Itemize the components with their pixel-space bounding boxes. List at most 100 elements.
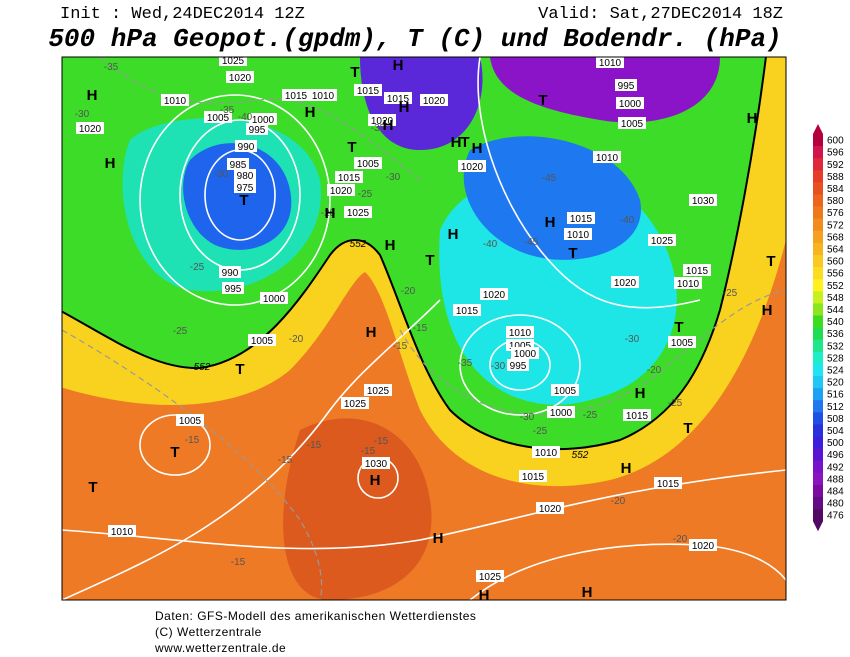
temperature-label: -25: [190, 262, 205, 273]
colorbar-tick-label: 484: [827, 486, 844, 497]
pressure-label-box: [76, 122, 104, 134]
pressure-label-box: [246, 123, 268, 135]
pressure-label-box: [260, 292, 288, 304]
pressure-system: T: [347, 139, 356, 156]
geopotential-label: 552: [194, 362, 211, 373]
pressure-label-box: [219, 266, 241, 278]
colorbar-tick-label: 520: [827, 378, 844, 389]
temperature-label: -25: [358, 189, 373, 200]
colorbar-tick-label: 508: [827, 414, 844, 425]
pressure-label: 1020: [371, 116, 394, 127]
pressure-system: H: [433, 530, 444, 547]
colorbar-cell: [813, 509, 823, 522]
pressure-system: H: [87, 87, 98, 104]
temperature-label: -40: [483, 239, 498, 250]
pressure-label-box: [364, 384, 392, 396]
colorbar-cell: [813, 472, 823, 486]
colorbar-cell: [813, 363, 823, 377]
pressure-label-box: [282, 89, 310, 101]
temperature-label: -40: [620, 215, 635, 226]
temperature-label: -20: [289, 334, 304, 345]
pressure-label: 1025: [344, 399, 367, 410]
temperature-label: -45: [542, 173, 557, 184]
pressure-system: H: [370, 472, 381, 489]
pressure-label: 1020: [330, 186, 353, 197]
pressure-label-box: [161, 94, 189, 106]
pressure-label-box: [689, 194, 717, 206]
geopotential-label: 552: [350, 239, 367, 250]
temperature-label: -15: [231, 557, 246, 568]
isobar: [469, 543, 786, 600]
geopotential-label: 552: [572, 450, 589, 461]
colorbar-tick-label: 568: [827, 232, 844, 243]
colorbar-cell: [813, 327, 823, 340]
pressure-label: 1005: [621, 119, 644, 130]
colorbar-cell: [813, 436, 823, 449]
colorbar-cell: [813, 424, 823, 437]
pressure-label: 1020: [614, 278, 637, 289]
hot-field: [283, 418, 432, 600]
colorbar-cell: [813, 146, 823, 159]
pressure-label: 1015: [686, 266, 709, 277]
pressure-system: T: [170, 444, 179, 461]
footer-line: Daten: GFS-Modell des amerikanischen Wet…: [155, 609, 476, 623]
pressure-label-box: [234, 181, 256, 193]
colorbar-tick-label: 512: [827, 402, 844, 413]
pressure-label: 980: [237, 171, 254, 182]
colorbar-tick-label: 516: [827, 390, 844, 401]
pressure-label: 1005: [554, 386, 577, 397]
pressure-label: 985: [230, 160, 247, 171]
pressure-label: 995: [618, 81, 635, 92]
pressure-label-box: [618, 117, 646, 129]
isotherm: [99, 57, 421, 181]
pressure-system: H: [305, 104, 316, 121]
pressure-label-box: [384, 92, 412, 104]
temperature-label: -15: [413, 323, 428, 334]
colorbar-tick-label: 500: [827, 438, 844, 449]
pressure-label: 1005: [207, 113, 230, 124]
colorbar-tick-label: 544: [827, 305, 844, 316]
temperature-label: -20: [401, 286, 416, 297]
pressure-system: H: [479, 587, 490, 604]
pressure-system: T: [88, 479, 97, 496]
pressure-label: 1010: [677, 279, 700, 290]
pressure-system: H: [385, 237, 396, 254]
isobar: [62, 299, 441, 600]
pressure-label: 1030: [365, 459, 388, 470]
pressure-system: H: [762, 302, 773, 319]
temperature-label: -25: [723, 288, 738, 299]
pressure-label-box: [615, 79, 637, 91]
pressure-label: 1015: [387, 94, 410, 105]
pressure-system: H: [366, 324, 377, 341]
pressure-label: 1010: [567, 230, 590, 241]
pressure-system: H: [383, 117, 394, 134]
temperature-label: -30: [491, 361, 506, 372]
pressure-label: 1015: [657, 479, 680, 490]
pressure-label-box: [248, 334, 276, 346]
temperature-label: -25: [173, 326, 188, 337]
pressure-label-box: [616, 97, 644, 109]
colorbar-cell: [813, 497, 823, 510]
colorbar-arrow: [813, 521, 823, 532]
pressure-system: H: [582, 584, 593, 601]
colorbar-tick-label: 548: [827, 293, 844, 304]
pressure-label-box: [536, 502, 564, 514]
pressure-label: 1010: [164, 96, 187, 107]
temperature-label: -15: [278, 455, 293, 466]
pressure-label-box: [344, 206, 372, 218]
temperature-label: -30: [625, 334, 640, 345]
pressure-label-box: [532, 446, 560, 458]
pressure-label: 1000: [619, 99, 642, 110]
pressure-system: T: [538, 92, 547, 109]
colorbar-cell: [813, 460, 823, 474]
pressure-label: 1030: [692, 196, 715, 207]
pressure-label-box: [674, 277, 702, 289]
temperature-label: -25: [533, 426, 548, 437]
pressure-label: 1005: [179, 416, 202, 427]
temperature-label: -30: [75, 109, 90, 120]
pressure-label-box: [547, 406, 575, 418]
temperature-label: -45: [524, 237, 539, 248]
pressure-label: 1005: [251, 336, 274, 347]
pressure-label-box: [476, 570, 504, 582]
